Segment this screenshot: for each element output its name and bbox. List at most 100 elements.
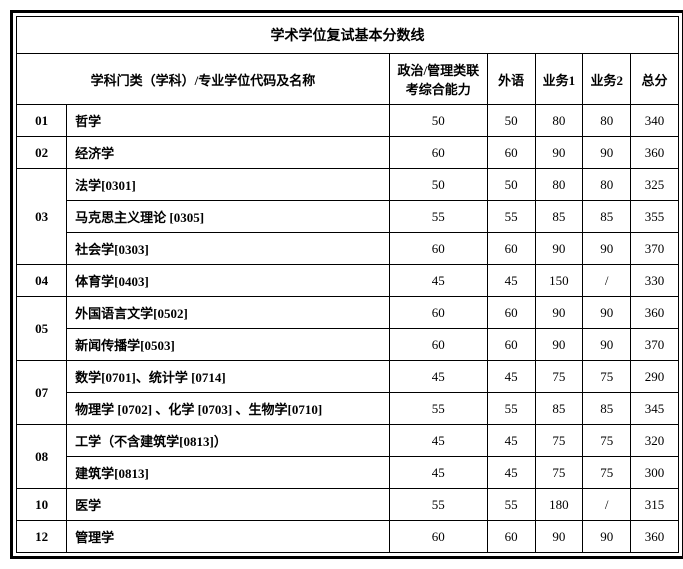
header-business1: 业务1 bbox=[535, 54, 583, 105]
table-row: 05外国语言文学[0502]60609090360 bbox=[17, 297, 679, 329]
total-cell: 370 bbox=[631, 233, 679, 265]
score-table-container: 学术学位复试基本分数线 学科门类（学科）/专业学位代码及名称 政治/管理类联考综… bbox=[10, 10, 683, 559]
b1-cell: 85 bbox=[535, 201, 583, 233]
pol-cell: 60 bbox=[389, 297, 487, 329]
pol-cell: 60 bbox=[389, 329, 487, 361]
fl-cell: 45 bbox=[487, 361, 535, 393]
name-cell: 经济学 bbox=[67, 137, 390, 169]
name-cell: 工学（不含建筑学[0813]） bbox=[67, 425, 390, 457]
pol-cell: 55 bbox=[389, 201, 487, 233]
table-row: 02经济学60609090360 bbox=[17, 137, 679, 169]
b2-cell: 75 bbox=[583, 425, 631, 457]
code-cell: 05 bbox=[17, 297, 67, 361]
total-cell: 315 bbox=[631, 489, 679, 521]
total-cell: 370 bbox=[631, 329, 679, 361]
fl-cell: 60 bbox=[487, 521, 535, 553]
b2-cell: 85 bbox=[583, 393, 631, 425]
total-cell: 355 bbox=[631, 201, 679, 233]
total-cell: 345 bbox=[631, 393, 679, 425]
b1-cell: 90 bbox=[535, 521, 583, 553]
header-politics: 政治/管理类联考综合能力 bbox=[389, 54, 487, 105]
total-cell: 340 bbox=[631, 105, 679, 137]
fl-cell: 50 bbox=[487, 105, 535, 137]
fl-cell: 45 bbox=[487, 457, 535, 489]
name-cell: 马克思主义理论 [0305] bbox=[67, 201, 390, 233]
code-cell: 03 bbox=[17, 169, 67, 265]
name-cell: 外国语言文学[0502] bbox=[67, 297, 390, 329]
b1-cell: 75 bbox=[535, 361, 583, 393]
name-cell: 哲学 bbox=[67, 105, 390, 137]
name-cell: 体育学[0403] bbox=[67, 265, 390, 297]
pol-cell: 50 bbox=[389, 105, 487, 137]
pol-cell: 45 bbox=[389, 457, 487, 489]
code-cell: 04 bbox=[17, 265, 67, 297]
pol-cell: 45 bbox=[389, 425, 487, 457]
total-cell: 325 bbox=[631, 169, 679, 201]
b2-cell: 90 bbox=[583, 233, 631, 265]
table-title: 学术学位复试基本分数线 bbox=[17, 17, 679, 54]
table-row: 07数学[0701]、统计学 [0714]45457575290 bbox=[17, 361, 679, 393]
pol-cell: 55 bbox=[389, 489, 487, 521]
table-row: 10医学5555180/315 bbox=[17, 489, 679, 521]
code-cell: 08 bbox=[17, 425, 67, 489]
name-cell: 新闻传播学[0503] bbox=[67, 329, 390, 361]
name-cell: 建筑学[0813] bbox=[67, 457, 390, 489]
total-cell: 360 bbox=[631, 297, 679, 329]
score-table: 学术学位复试基本分数线 学科门类（学科）/专业学位代码及名称 政治/管理类联考综… bbox=[16, 16, 679, 553]
code-cell: 10 bbox=[17, 489, 67, 521]
pol-cell: 45 bbox=[389, 265, 487, 297]
header-total: 总分 bbox=[631, 54, 679, 105]
code-cell: 07 bbox=[17, 361, 67, 425]
fl-cell: 60 bbox=[487, 137, 535, 169]
name-cell: 医学 bbox=[67, 489, 390, 521]
b2-cell: 80 bbox=[583, 169, 631, 201]
fl-cell: 60 bbox=[487, 329, 535, 361]
total-cell: 290 bbox=[631, 361, 679, 393]
name-cell: 法学[0301] bbox=[67, 169, 390, 201]
table-row: 12管理学60609090360 bbox=[17, 521, 679, 553]
fl-cell: 45 bbox=[487, 265, 535, 297]
table-row: 01哲学50508080340 bbox=[17, 105, 679, 137]
fl-cell: 45 bbox=[487, 425, 535, 457]
table-header-row: 学科门类（学科）/专业学位代码及名称 政治/管理类联考综合能力 外语 业务1 业… bbox=[17, 54, 679, 105]
fl-cell: 55 bbox=[487, 201, 535, 233]
fl-cell: 60 bbox=[487, 233, 535, 265]
total-cell: 360 bbox=[631, 521, 679, 553]
b1-cell: 90 bbox=[535, 297, 583, 329]
b2-cell: 90 bbox=[583, 297, 631, 329]
table-body: 01哲学5050808034002经济学6060909036003法学[0301… bbox=[17, 105, 679, 553]
b1-cell: 90 bbox=[535, 329, 583, 361]
header-foreign: 外语 bbox=[487, 54, 535, 105]
total-cell: 300 bbox=[631, 457, 679, 489]
fl-cell: 60 bbox=[487, 297, 535, 329]
b2-cell: / bbox=[583, 265, 631, 297]
pol-cell: 60 bbox=[389, 521, 487, 553]
b1-cell: 150 bbox=[535, 265, 583, 297]
code-cell: 01 bbox=[17, 105, 67, 137]
b1-cell: 180 bbox=[535, 489, 583, 521]
b1-cell: 80 bbox=[535, 169, 583, 201]
code-cell: 02 bbox=[17, 137, 67, 169]
pol-cell: 60 bbox=[389, 233, 487, 265]
code-cell: 12 bbox=[17, 521, 67, 553]
name-cell: 数学[0701]、统计学 [0714] bbox=[67, 361, 390, 393]
b2-cell: 75 bbox=[583, 361, 631, 393]
table-row: 社会学[0303]60609090370 bbox=[17, 233, 679, 265]
b1-cell: 75 bbox=[535, 457, 583, 489]
table-row: 新闻传播学[0503]60609090370 bbox=[17, 329, 679, 361]
b1-cell: 85 bbox=[535, 393, 583, 425]
fl-cell: 55 bbox=[487, 489, 535, 521]
fl-cell: 50 bbox=[487, 169, 535, 201]
table-row: 08工学（不含建筑学[0813]）45457575320 bbox=[17, 425, 679, 457]
name-cell: 管理学 bbox=[67, 521, 390, 553]
b1-cell: 80 bbox=[535, 105, 583, 137]
pol-cell: 50 bbox=[389, 169, 487, 201]
table-title-row: 学术学位复试基本分数线 bbox=[17, 17, 679, 54]
table-row: 建筑学[0813]45457575300 bbox=[17, 457, 679, 489]
b2-cell: 90 bbox=[583, 329, 631, 361]
fl-cell: 55 bbox=[487, 393, 535, 425]
table-row: 马克思主义理论 [0305]55558585355 bbox=[17, 201, 679, 233]
total-cell: 320 bbox=[631, 425, 679, 457]
b2-cell: / bbox=[583, 489, 631, 521]
header-category: 学科门类（学科）/专业学位代码及名称 bbox=[17, 54, 390, 105]
